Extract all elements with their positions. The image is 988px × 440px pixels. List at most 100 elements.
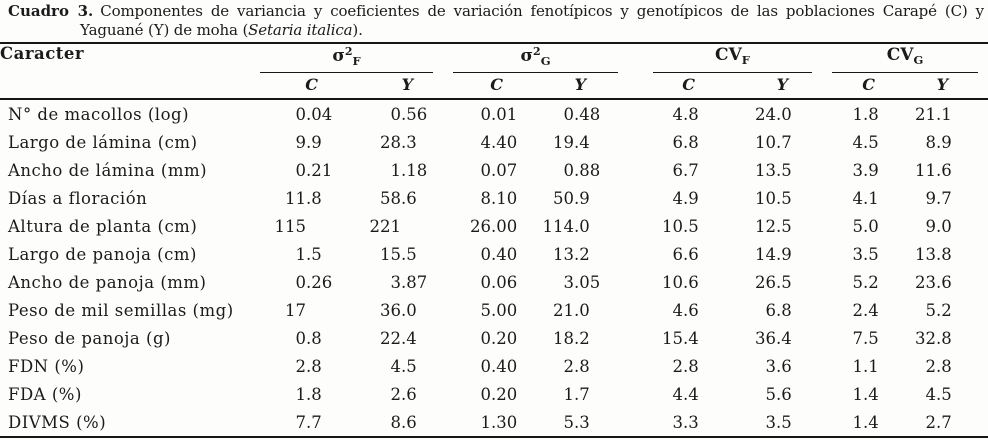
subcolumn-header-c-0: C	[252, 73, 330, 100]
value-cell: 12.5	[755, 216, 792, 236]
value-cell: 6.8	[765, 300, 792, 320]
value-cell: 0.20	[480, 384, 518, 404]
value-cell: 4.1	[852, 188, 879, 208]
value-cell: 0.88	[563, 160, 601, 180]
row-label: Peso de mil semillas (mg)	[8, 300, 234, 320]
group-header-cv-f: CVF	[598, 42, 812, 73]
subcolumn-header-y-3: Y	[515, 73, 598, 100]
value-cell: 7.5	[852, 328, 879, 348]
value-cell: 32.8	[915, 328, 952, 348]
spacer-cell	[960, 380, 988, 408]
value-cell: 0.20	[480, 328, 518, 348]
value-cell: 3.6	[765, 356, 792, 376]
table-row: Ancho de lámina (mm) 0.21 1.18 0.07 0.88 6.7 1…	[0, 156, 988, 184]
row-label: Largo de panoja (cm)	[8, 244, 197, 264]
group-header-underline-sigma2-f: σ2F	[260, 44, 433, 73]
value-cell: 2.8	[295, 356, 322, 376]
value-cell: 5.2	[852, 272, 879, 292]
table-row: Altura de planta (cm) 115 221 26.00 114.0 10.…	[0, 212, 988, 240]
spacer-cell	[960, 352, 988, 380]
value-cell: 26.00	[470, 216, 518, 236]
value-cell: 23.6	[915, 272, 952, 292]
table-row: Peso de panoja (g) 0.8 22.4 0.20 18.2 15.4 36.…	[0, 324, 988, 352]
value-cell: 10.5	[755, 188, 792, 208]
row-label: Ancho de lámina (mm)	[8, 160, 208, 180]
spacer-cell	[960, 408, 988, 438]
value-cell: 4.4	[672, 384, 699, 404]
table-row: FDA (%) 1.8 2.6 0.20 1.7 4.4 5.6 1.4 4.5	[0, 380, 988, 408]
value-cell: 1.18	[390, 160, 428, 180]
value-cell: 221	[369, 216, 402, 236]
subcolumn-header-c-2: C	[425, 73, 515, 100]
value-cell: 11.8	[285, 188, 322, 208]
value-cell: 10.5	[662, 216, 699, 236]
value-cell: 2.8	[925, 356, 952, 376]
group-header-sigma2-g: σ2G	[425, 42, 618, 73]
value-cell: 1.1	[852, 356, 879, 376]
value-cell: 0.07	[480, 160, 518, 180]
value-cell: 5.3	[515, 408, 598, 438]
value-cell: 0.56	[390, 104, 428, 124]
caption-text-2: Yaguané (Y) de moha (	[80, 21, 249, 39]
value-cell: 115	[274, 216, 307, 236]
value-cell: 11.6	[915, 160, 952, 180]
value-cell: 3.5	[707, 408, 800, 438]
spacer-cell	[960, 240, 988, 268]
value-cell: 114.0	[542, 216, 590, 236]
spacer-cell	[960, 184, 988, 212]
caption-suffix: ).	[352, 21, 363, 39]
value-cell: 3.9	[852, 160, 879, 180]
group-header-cv-g: CVG	[800, 42, 978, 73]
spacer-cell	[0, 73, 252, 100]
value-cell: 0.21	[295, 160, 333, 180]
group-header-underline-sigma2-g: σ2G	[453, 44, 618, 73]
value-cell: 1.7	[563, 384, 590, 404]
value-cell: 9.9	[295, 132, 322, 152]
value-cell: 21.1	[915, 104, 952, 124]
caption-line-1: Cuadro 3. Componentes de variancia y coef…	[8, 2, 984, 21]
row-label: Peso de panoja (g)	[8, 328, 171, 348]
value-cell: 0.26	[295, 272, 333, 292]
value-cell: 10.7	[755, 132, 792, 152]
row-label: FDN (%)	[8, 356, 85, 376]
value-cell: 5.0	[852, 216, 879, 236]
spacer-cell	[960, 212, 988, 240]
value-cell: 2.8	[672, 356, 699, 376]
value-cell: 2.4	[852, 300, 879, 320]
spacer-cell	[960, 42, 988, 73]
value-cell: 1.4	[852, 384, 879, 404]
table-row: Ancho de panoja (mm) 0.26 3.87 0.06 3.05 10.6…	[0, 268, 988, 296]
value-cell: 1.8	[852, 104, 879, 124]
value-cell: 8.6	[330, 408, 425, 438]
value-cell: 4.9	[672, 188, 699, 208]
value-cell: 14.9	[755, 244, 792, 264]
value-cell: 17	[285, 300, 306, 320]
value-cell: 6.8	[672, 132, 699, 152]
value-cell: 1.8	[295, 384, 322, 404]
value-cell: 4.6	[672, 300, 699, 320]
value-cell: 2.7	[887, 408, 960, 438]
value-cell: 3.87	[390, 272, 428, 292]
table-row: Largo de lámina (cm) 9.9 28.3 4.40 19.4 6.8 10…	[0, 128, 988, 156]
value-cell: 21.0	[553, 300, 590, 320]
table-row: FDN (%) 2.8 4.5 0.40 2.8 2.8 3.6 1.1 2.8	[0, 352, 988, 380]
table-row: Días a floración 11.8 58.6 8.10 50.9 4.9 10.5 4…	[0, 184, 988, 212]
subcolumn-header-y-5: Y	[707, 73, 800, 100]
spacer-cell	[960, 128, 988, 156]
value-cell: 0.40	[480, 244, 518, 264]
row-label: Ancho de panoja (mm)	[8, 272, 207, 292]
value-cell: 1.5	[295, 244, 322, 264]
row-label: N° de macollos (log)	[8, 104, 190, 124]
value-cell: 9.7	[925, 188, 952, 208]
caption-text: Componentes de variancia y coeficientes …	[100, 2, 984, 20]
value-cell: 15.4	[662, 328, 699, 348]
row-label: Días a floración	[8, 188, 148, 208]
spacer-cell	[960, 296, 988, 324]
value-cell: 0.06	[480, 272, 518, 292]
group-header-underline-cv-g: CVG	[832, 44, 978, 73]
subcolumn-header-y-1: Y	[330, 73, 425, 100]
caption-line-2: Yaguané (Y) de moha (Setaria italica).	[8, 21, 984, 40]
